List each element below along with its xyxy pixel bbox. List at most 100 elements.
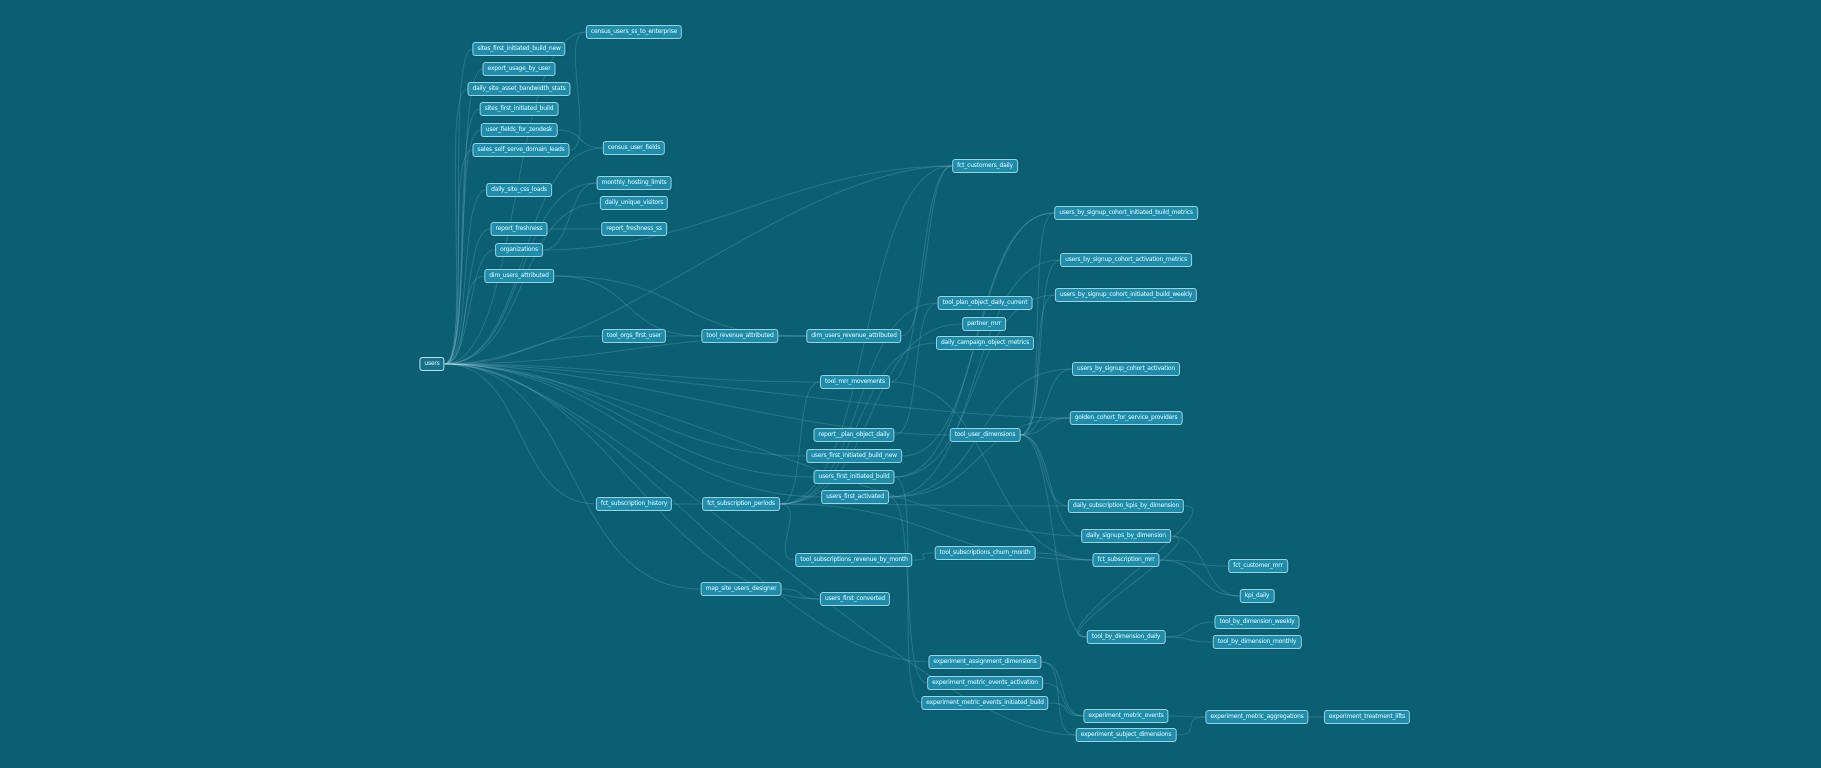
node-monthly_hosting_limits[interactable]: monthly_hosting_limits — [596, 176, 672, 190]
node-tool_by_dimension_monthly[interactable]: tool_by_dimension_monthly — [1212, 635, 1302, 649]
graph-edge — [901, 212, 1055, 457]
graph-edge — [779, 503, 796, 561]
graph-edge — [444, 363, 1070, 419]
node-tool_subscriptions_revenue_by_month[interactable]: tool_subscriptions_revenue_by_month — [795, 553, 913, 567]
node-users_first_converted[interactable]: users_first_converted — [819, 592, 891, 606]
node-fct_customers_daily[interactable]: fct_customers_daily — [952, 159, 1018, 173]
graph-edge — [779, 503, 1069, 507]
node-census_user_fields[interactable]: census_user_fields — [602, 141, 666, 155]
graph-edge — [1078, 535, 1180, 638]
node-report_freshness[interactable]: report_freshness — [490, 222, 548, 236]
graph-edge — [894, 302, 938, 436]
graph-edge — [1077, 505, 1194, 638]
node-users_by_signup_cohort_activation[interactable]: users_by_signup_cohort_activation — [1072, 362, 1180, 376]
node-report_freshness_ss[interactable]: report_freshness_ss — [601, 222, 667, 236]
node-golden_cohort_for_service_providers[interactable]: golden_cohort_for_service_providers — [1069, 411, 1183, 425]
graph-edge — [444, 249, 496, 365]
node-experiment_treatment_lifts[interactable]: experiment_treatment_lifts — [1323, 710, 1411, 724]
graph-edge — [444, 363, 929, 663]
graph-edge — [1176, 716, 1206, 736]
graph-edge — [1168, 715, 1206, 718]
graph-edge — [1020, 434, 1087, 638]
node-experiment_subject_dimensions[interactable]: experiment_subject_dimensions — [1075, 728, 1177, 742]
node-daily_site_css_loads[interactable]: daily_site_css_loads — [486, 183, 552, 197]
graph-edge — [444, 363, 597, 505]
node-dim_users_revenue_attributed[interactable]: dim_users_revenue_attributed — [806, 329, 902, 343]
node-tool_subscriptions_churn_month[interactable]: tool_subscriptions_churn_month — [934, 546, 1036, 560]
node-users[interactable]: users — [419, 357, 445, 371]
graph-edge — [444, 363, 821, 383]
graph-edge — [888, 496, 928, 684]
graph-edge — [444, 68, 483, 365]
node-tool_by_dimension_weekly[interactable]: tool_by_dimension_weekly — [1214, 615, 1300, 629]
node-sites_first_initiated_build_new[interactable]: sites_first_initiated_build_new — [472, 42, 566, 56]
graph-edge — [912, 552, 935, 561]
node-fct_subscription_periods[interactable]: fct_subscription_periods — [702, 497, 780, 511]
graph-edge — [779, 381, 821, 505]
node-experiment_metric_events[interactable]: experiment_metric_events — [1083, 709, 1169, 723]
node-daily_unique_visitors[interactable]: daily_unique_visitors — [599, 196, 669, 210]
node-tool_mrr_movements[interactable]: tool_mrr_movements — [819, 375, 891, 389]
node-daily_site_asset_bandwidth_stats[interactable]: daily_site_asset_bandwidth_stats — [467, 82, 571, 96]
node-fct_customer_mrr[interactable]: fct_customer_mrr — [1228, 559, 1288, 573]
graph-edge — [1020, 368, 1073, 436]
graph-edge — [444, 48, 473, 365]
node-experiment_metric_events_activation[interactable]: experiment_metric_events_activation — [927, 676, 1043, 690]
node-partner_mrr[interactable]: partner_mrr — [962, 317, 1006, 331]
node-experiment_metric_aggregations[interactable]: experiment_metric_aggregations — [1205, 710, 1309, 724]
node-fct_subscription_history[interactable]: fct_subscription_history — [595, 497, 673, 511]
node-map_site_users_designer[interactable]: map_site_users_designer — [700, 582, 782, 596]
node-census_users_ss_to_enterprise[interactable]: census_users_ss_to_enterprise — [585, 25, 683, 39]
node-tool_user_dimensions[interactable]: tool_user_dimensions — [949, 428, 1021, 442]
graph-edge — [553, 275, 807, 337]
graph-edge — [889, 381, 1093, 561]
graph-edge — [1165, 636, 1213, 643]
node-experiment_assignment_dimensions[interactable]: experiment_assignment_dimensions — [928, 655, 1042, 669]
graph-edge — [1048, 702, 1084, 717]
graph-edge — [1020, 434, 1069, 507]
graph-edge — [444, 363, 814, 478]
graph-edge — [444, 363, 821, 600]
node-tool_orgs_first_user[interactable]: tool_orgs_first_user — [601, 329, 667, 343]
graph-edge — [1020, 434, 1082, 537]
node-users_first_initiated_build_new[interactable]: users_first_initiated_build_new — [806, 449, 902, 463]
graph-edge — [553, 275, 702, 337]
node-kpi_daily[interactable]: kpi_daily — [1239, 589, 1275, 603]
graph-edge — [901, 165, 953, 337]
graph-edge — [444, 189, 487, 365]
graph-edge — [1165, 621, 1215, 638]
node-user_fields_for_zendesk[interactable]: user_fields_for_zendesk — [480, 123, 558, 137]
graph-edge — [781, 588, 821, 600]
graph-edge — [444, 129, 481, 365]
graph-edge — [1020, 212, 1055, 436]
graph-edge — [444, 363, 701, 590]
node-report__plan_object_daily[interactable]: report__plan_object_daily — [813, 428, 895, 442]
node-export_usage_by_user[interactable]: export_usage_by_user — [482, 62, 556, 76]
node-fct_subscription_mrr[interactable]: fct_subscription_mrr — [1092, 553, 1160, 567]
node-users_by_signup_cohort_initiated_build_metrics[interactable]: users_by_signup_cohort_initiated_build_m… — [1054, 206, 1198, 220]
node-users_by_signup_cohort_initiated_build_weekly[interactable]: users_by_signup_cohort_initiated_build_w… — [1054, 288, 1198, 302]
node-sites_first_initiated_build[interactable]: sites_first_initiated_build — [479, 102, 559, 116]
node-sales_self_serve_domain_leads[interactable]: sales_self_serve_domain_leads — [472, 143, 570, 157]
node-dim_users_attributed[interactable]: dim_users_attributed — [484, 269, 554, 283]
graph-edge — [894, 476, 922, 704]
node-experiment_metric_events_initiated_build[interactable]: experiment_metric_events_initiated_build — [921, 696, 1049, 710]
graph-edge — [1035, 552, 1093, 561]
graph-edge — [444, 363, 822, 498]
node-users_first_initiated_build[interactable]: users_first_initiated_build — [813, 470, 895, 484]
node-organizations[interactable]: organizations — [495, 243, 543, 257]
node-daily_campaign_object_metrics[interactable]: daily_campaign_object_metrics — [935, 336, 1035, 350]
graph-edge — [444, 275, 485, 365]
node-users_first_activated[interactable]: users_first_activated — [821, 490, 889, 504]
graph-edge — [444, 363, 807, 457]
node-tool_revenue_attributed[interactable]: tool_revenue_attributed — [701, 329, 779, 343]
graph-edge — [569, 31, 587, 151]
node-tool_plan_object_daily_current[interactable]: tool_plan_object_daily_current — [937, 296, 1033, 310]
node-daily_subscription_kpis_by_dimension[interactable]: daily_subscription_kpis_by_dimension — [1067, 499, 1185, 513]
node-daily_signups_by_dimension[interactable]: daily_signups_by_dimension — [1081, 529, 1171, 543]
node-users_by_signup_cohort_activation_metrics[interactable]: users_by_signup_cohort_activation_metric… — [1060, 253, 1192, 267]
node-tool_by_dimension_daily[interactable]: tool_by_dimension_daily — [1086, 630, 1166, 644]
graph-edge — [1020, 294, 1056, 436]
